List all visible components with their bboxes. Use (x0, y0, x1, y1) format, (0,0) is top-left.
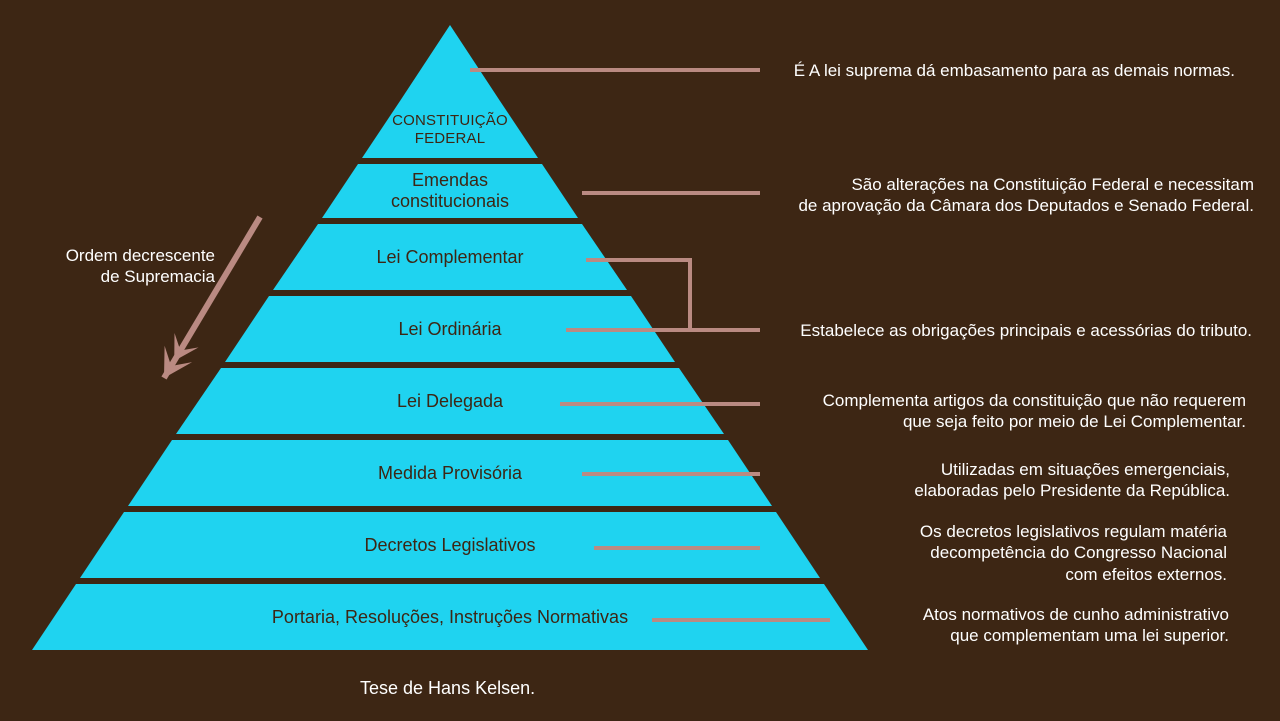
footer-credit: Tese de Hans Kelsen. (360, 678, 535, 699)
level-description-5: Utilizadas em situações emergenciais,ela… (914, 459, 1230, 502)
level-description-4: Complementa artigos da constituição que … (823, 390, 1246, 433)
pyramid-label: Medida Provisória (378, 463, 522, 484)
level-description-3: Estabelece as obrigações principais e ac… (800, 320, 1252, 341)
pyramid-label: Portaria, Resoluções, Instruções Normati… (272, 607, 628, 628)
pyramid-level-0: CONSTITUIÇÃOFEDERAL (362, 101, 538, 158)
pyramid-level-1: Emendasconstitucionais (322, 164, 578, 218)
level-description-1: São alterações na Constituição Federal e… (798, 174, 1254, 217)
level-description-7: Atos normativos de cunho administrativoq… (923, 604, 1229, 647)
pyramid-level-3: Lei Ordinária (225, 296, 675, 362)
left-order-label: Ordem decrescentede Supremacia (66, 245, 215, 288)
pyramid-level-7: Portaria, Resoluções, Instruções Normati… (32, 584, 868, 650)
level-description-6: Os decretos legislativos regulam matéria… (920, 521, 1227, 585)
pyramid-level-2: Lei Complementar (273, 224, 627, 290)
level-description-0: É A lei suprema dá embasamento para as d… (794, 60, 1235, 81)
pyramid-label: Decretos Legislativos (364, 535, 535, 556)
pyramid-level-4: Lei Delegada (176, 368, 724, 434)
pyramid-label: Lei Ordinária (398, 319, 501, 340)
pyramid-label: Lei Complementar (376, 247, 523, 268)
diagram-canvas: CONSTITUIÇÃOFEDERAL Emendasconstitucionai… (0, 0, 1280, 721)
pyramid-label: Lei Delegada (397, 391, 503, 412)
pyramid-label: Emendasconstitucionais (391, 170, 509, 211)
pyramid-label: CONSTITUIÇÃOFEDERAL (392, 112, 508, 147)
pyramid-level-6: Decretos Legislativos (80, 512, 820, 578)
pyramid-level-5: Medida Provisória (128, 440, 772, 506)
